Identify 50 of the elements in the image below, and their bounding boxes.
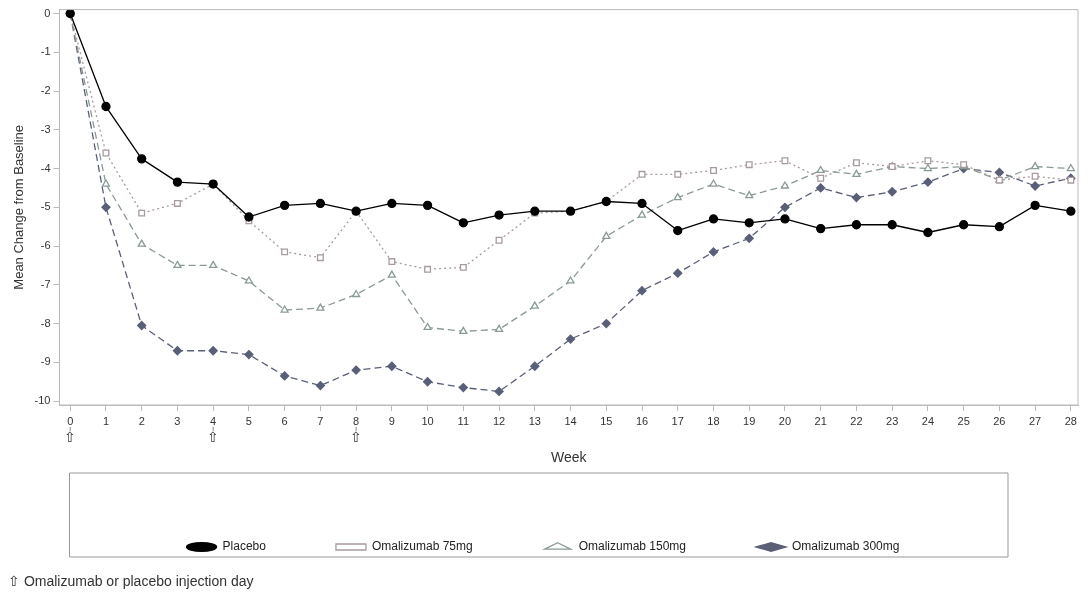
x-tick-label: 6 xyxy=(281,414,288,427)
x-tick-label: 11 xyxy=(457,414,470,427)
x-tick-label: 12 xyxy=(492,414,506,427)
y-tick-label: 0 xyxy=(44,6,51,19)
y-tick-label: -1 xyxy=(40,45,51,58)
x-tick-label: 21 xyxy=(814,414,827,427)
x-tick-label: 27 xyxy=(1028,414,1042,427)
x-tick-label: 2 xyxy=(138,414,145,427)
y-tick-label: -4 xyxy=(40,161,51,174)
x-tick-label: 9 xyxy=(388,414,395,427)
x-tick-label: 0 xyxy=(67,414,74,427)
x-tick-label: 17 xyxy=(671,414,684,427)
y-tick-label: -3 xyxy=(40,122,51,135)
x-tick-label: 8 xyxy=(353,414,360,427)
x-tick-label: 19 xyxy=(743,414,756,427)
x-tick-label: 16 xyxy=(635,414,649,427)
x-tick-label: 26 xyxy=(993,414,1006,427)
y-tick-label: -6 xyxy=(40,239,51,252)
x-tick-label: 25 xyxy=(957,414,970,427)
x-tick-label: 1 xyxy=(102,414,110,427)
y-tick-label: -8 xyxy=(40,316,51,329)
text: ⇧ Omalizumab or placebo injection day xyxy=(8,572,254,589)
legend-label: Omalizumab 300mg xyxy=(792,539,900,554)
x-tick-label: 24 xyxy=(921,414,935,427)
legend-label: Omalizumab 150mg xyxy=(578,539,687,554)
ref-line-label: ⇧ xyxy=(350,428,363,445)
y-tick-label: -5 xyxy=(40,200,51,213)
x-tick-label: 15 xyxy=(600,414,613,427)
x-tick-label: 10 xyxy=(421,414,434,427)
legend-label: Omalizumab 75mg xyxy=(371,539,473,554)
legend-label: Placebo xyxy=(222,539,267,554)
x-tick-label: 23 xyxy=(886,414,899,427)
ref-line-label: ⇧ xyxy=(64,428,77,445)
x-tick-label: 14 xyxy=(564,414,577,427)
x-axis-title: Week xyxy=(550,449,588,466)
x-tick-label: 7 xyxy=(317,414,324,427)
y-tick-label: -2 xyxy=(40,84,51,97)
y-tick-label: -7 xyxy=(40,277,51,290)
x-tick-label: 4 xyxy=(210,414,217,427)
x-tick-label: 22 xyxy=(850,414,863,427)
y-tick-label: -10 xyxy=(34,394,51,407)
y-axis-title: Mean Change from Baseline xyxy=(11,124,27,290)
x-tick-label: 18 xyxy=(707,414,720,427)
x-tick-label: 13 xyxy=(528,414,541,427)
x-tick-label: 20 xyxy=(778,414,792,427)
x-tick-label: 3 xyxy=(174,414,181,427)
x-tick-label: 28 xyxy=(1064,414,1077,427)
ref-line-label: ⇧ xyxy=(207,428,220,445)
y-tick-label: -9 xyxy=(40,355,51,368)
x-tick-label: 5 xyxy=(245,414,252,427)
